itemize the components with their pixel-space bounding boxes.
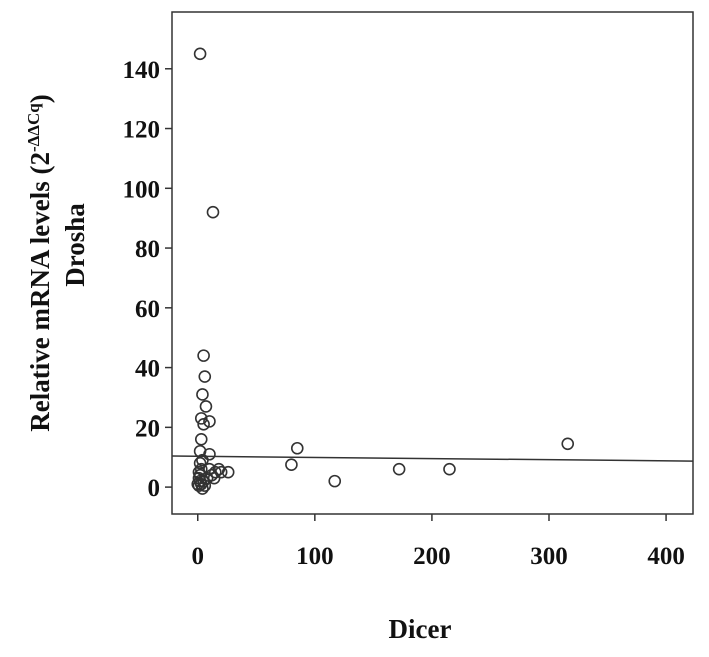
plot-frame [171, 11, 694, 515]
data-point [443, 462, 456, 476]
data-point [206, 205, 220, 219]
data-point [209, 465, 222, 479]
y-tick-label: 60 [135, 296, 160, 323]
x-axis-label: Dicer [389, 614, 452, 644]
data-point [203, 462, 216, 476]
data-point [198, 370, 212, 383]
x-tick-label: 0 [192, 543, 205, 570]
data-point [392, 462, 406, 476]
data-point [196, 388, 209, 401]
data-point [196, 453, 209, 467]
trend-line [171, 455, 694, 462]
y-label-superscript: -ΔΔCq [24, 103, 43, 152]
data-point [194, 462, 208, 476]
y-tick-label: 20 [135, 415, 160, 442]
data-point [203, 415, 216, 428]
x-tick-label: 100 [296, 543, 334, 570]
data-point [290, 441, 304, 455]
data-point [199, 400, 213, 413]
x-tick-label: 400 [647, 543, 685, 570]
data-point [285, 458, 298, 471]
data-point [193, 47, 207, 61]
data-point [196, 482, 209, 495]
y-tick-label: 140 [123, 57, 161, 84]
y-tick-label: 100 [123, 176, 161, 203]
x-tick-label: 300 [530, 543, 568, 570]
x-tick-label: 200 [413, 543, 451, 570]
data-point [194, 432, 208, 446]
data-point [328, 474, 342, 488]
data-point [193, 456, 207, 470]
y-tick-label: 40 [135, 356, 160, 383]
data-point [198, 479, 212, 492]
y-tick-label: 80 [135, 236, 160, 263]
data-point [194, 412, 208, 425]
data-point [197, 418, 210, 431]
data-point [197, 349, 210, 362]
y-tick-label: 0 [148, 475, 161, 502]
data-point [221, 465, 235, 479]
y-label-text: Relative mRNA levels (2 [25, 152, 55, 432]
data-point [561, 437, 575, 451]
y-axis-label: Relative mRNA levels (2-ΔΔCq) [24, 94, 55, 431]
y-tick-label: 120 [123, 117, 161, 144]
y-label-close: ) [25, 94, 55, 103]
y-axis-label-line2: Drosha [60, 203, 90, 287]
